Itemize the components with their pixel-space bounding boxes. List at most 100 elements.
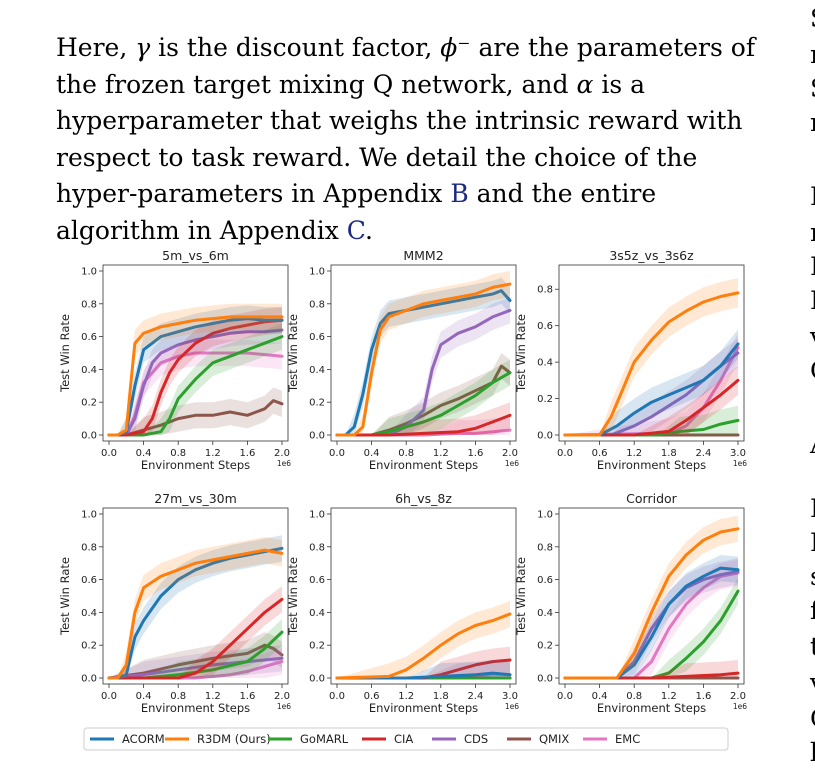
series-line [107,597,284,680]
y-axis-label: Test Win Rate [58,314,72,393]
x-tick-label: 1.2 [398,691,414,702]
series-band [109,632,282,678]
x-tick-label: 0.0 [557,691,573,702]
series-line [107,328,284,437]
x-tick-label: 1.8 [433,691,449,702]
x-tick-label: 1.2 [433,448,449,459]
x-tick-label: 0.4 [136,691,152,702]
y-axis-label: Test Win Rate [286,557,300,636]
series-band [565,278,738,435]
y-tick-label: 0.8 [537,285,553,296]
x-tick-label: 2.0 [274,691,290,702]
y-tick-label: 0.2 [309,641,325,652]
series-line [335,671,512,680]
plot-area [558,507,745,685]
y-tick-label: 1.0 [309,267,325,278]
x-tick-label: 0.8 [398,448,414,459]
series-band [109,645,282,678]
series-band [565,515,738,678]
series-line [563,571,740,680]
y-tick-label: 0.6 [309,332,325,343]
right-column-letter: r [810,218,815,247]
x-scale-label: 1e6 [277,702,291,711]
right-column-letter: l [810,738,815,767]
y-tick-label: 0.6 [81,332,97,343]
x-tick-label: 1.2 [626,448,642,459]
series-band [565,660,738,678]
x-tick-label: 0.8 [170,448,186,459]
y-tick-label: 0.8 [81,542,97,553]
phi-symbol: ϕ⁻ [440,33,471,62]
right-column-letter: v [810,322,815,351]
y-tick-label: 0.0 [537,431,553,442]
series-band [337,600,510,678]
paragraph-part3: is a hyperparameter that weighs the intr… [56,69,743,209]
chart-title: 6h_vs_8z [395,491,452,506]
legend-label: EMC [615,732,640,746]
x-scale-label: 1e6 [733,459,747,468]
right-column-letter: I [810,182,815,211]
series-line [563,291,740,437]
series-line [107,656,284,680]
x-tick-label: 0.8 [170,691,186,702]
series-line [563,566,740,680]
right-column-letter: I [810,494,815,523]
right-column-letter: S [810,4,815,33]
series-band [337,277,510,435]
series-line [107,548,284,680]
x-tick-label: 2.0 [502,448,518,459]
y-tick-label: 0.0 [309,674,325,685]
x-axis-label: Environment Steps [369,458,478,472]
series-line [335,282,512,437]
legend-label: QMIX [539,732,569,746]
x-tick-label: 1.2 [205,691,221,702]
appendix-c-link[interactable]: C [346,215,365,245]
x-tick-label: 2.4 [695,448,711,459]
x-scale-label: 1e6 [277,459,291,468]
y-tick-label: 0.6 [309,575,325,586]
y-axis-label: Test Win Rate [58,557,72,636]
y-tick-label: 0.6 [537,575,553,586]
x-tick-label: 1.6 [695,691,711,702]
right-column-letter: I [810,252,815,281]
paragraph-part5: . [365,215,373,245]
series-band [565,365,738,435]
x-tick-label: 0.4 [136,448,152,459]
x-tick-label: 2.0 [730,691,746,702]
series-band [565,329,738,435]
x-tick-label: 0.4 [592,691,608,702]
y-tick-label: 0.8 [309,299,325,310]
series-band [565,559,738,678]
series-band [565,333,738,435]
y-tick-label: 0.0 [81,431,97,442]
paragraph-intro: Here, [56,33,136,62]
x-axis-label: Environment Steps [597,458,706,472]
series-line [107,315,284,437]
right-column-letter: t [810,632,815,661]
series-line [563,378,740,437]
series-band [565,555,738,678]
y-tick-label: 0.0 [537,674,553,685]
y-tick-label: 0.2 [537,394,553,405]
paragraph-part2: are the parameters of the frozen target … [56,33,756,99]
chart-title: Corridor [626,491,677,506]
y-tick-label: 0.8 [81,299,97,310]
x-scale-label: 1e6 [505,459,519,468]
x-axis-label: Environment Steps [597,701,706,715]
x-tick-label: 0.6 [592,448,608,459]
y-tick-label: 0.4 [537,358,553,369]
series-band [109,387,282,435]
y-tick-label: 1.0 [309,510,325,521]
y-tick-label: 1.0 [81,510,97,521]
x-tick-label: 0.0 [329,448,345,459]
legend-label: CDS [464,732,488,746]
series-line [563,342,740,437]
x-tick-label: 1.6 [239,691,255,702]
chart-title: 3s5z_vs_3s6z [609,248,694,263]
appendix-b-link[interactable]: B [450,179,469,208]
right-column-letter: f [810,596,815,625]
